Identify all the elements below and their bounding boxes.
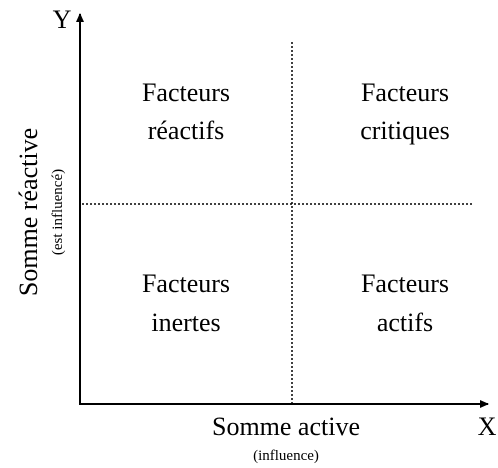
x-label: Somme active [212,412,360,441]
x-sublabel: (influence) [253,448,319,464]
quadrant-label: Facteurs [361,269,449,298]
quadrant-label: Facteurs [142,269,230,298]
x-letter: X [478,412,497,441]
quadrant-label: critiques [360,116,450,145]
y-sublabel: (est influencé) [50,169,66,255]
quadrant-label: Facteurs [142,78,230,107]
y-letter: Y [53,5,72,34]
quadrant-label: inertes [151,308,220,337]
quadrant-label: actifs [377,308,433,337]
quadrant-label: Facteurs [361,78,449,107]
quadrant-label: réactifs [148,116,225,145]
y-label: Somme réactive [14,128,43,296]
